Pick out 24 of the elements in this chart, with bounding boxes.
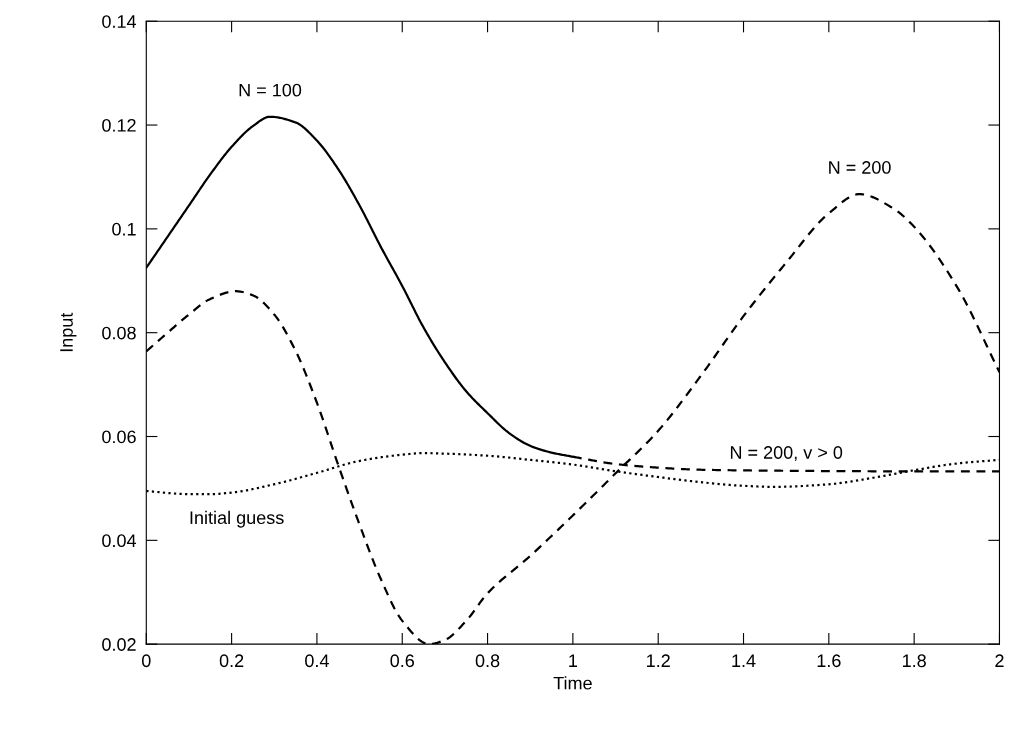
y-tick-label: 0.04 — [102, 534, 137, 548]
x-tick-label: 0.6 — [390, 654, 414, 668]
y-axis-title: Input — [60, 312, 77, 352]
x-tick-label: 1 — [569, 654, 578, 667]
annotation: N = 200, v > 0 — [730, 446, 843, 462]
x-tick-label: 1.6 — [817, 654, 841, 668]
x-tick-label: 0 — [141, 654, 151, 668]
annotation: N = 200 — [829, 161, 891, 174]
x-tick-label: 1.4 — [732, 654, 756, 667]
x-axis-title: Time — [553, 676, 592, 690]
x-tick-label: 0.8 — [475, 654, 500, 668]
y-tick-label: 0.1 — [112, 222, 136, 236]
y-tick-label: 0.14 — [102, 15, 137, 28]
y-tick-label: 0.08 — [102, 326, 136, 340]
x-tick-label: 1.2 — [647, 654, 670, 667]
x-tick-label: 0.2 — [219, 654, 244, 668]
x-tick-label: 0.4 — [305, 654, 329, 668]
y-tick-label: 0.06 — [102, 430, 136, 444]
y-tick-label: 0.02 — [102, 638, 136, 651]
x-tick-label: 2 — [995, 654, 1004, 667]
annotation: N = 100 — [239, 83, 302, 97]
annotation: Initial guess — [190, 510, 284, 528]
x-tick-label: 1.8 — [902, 654, 926, 668]
y-tick-label: 0.12 — [102, 118, 136, 132]
